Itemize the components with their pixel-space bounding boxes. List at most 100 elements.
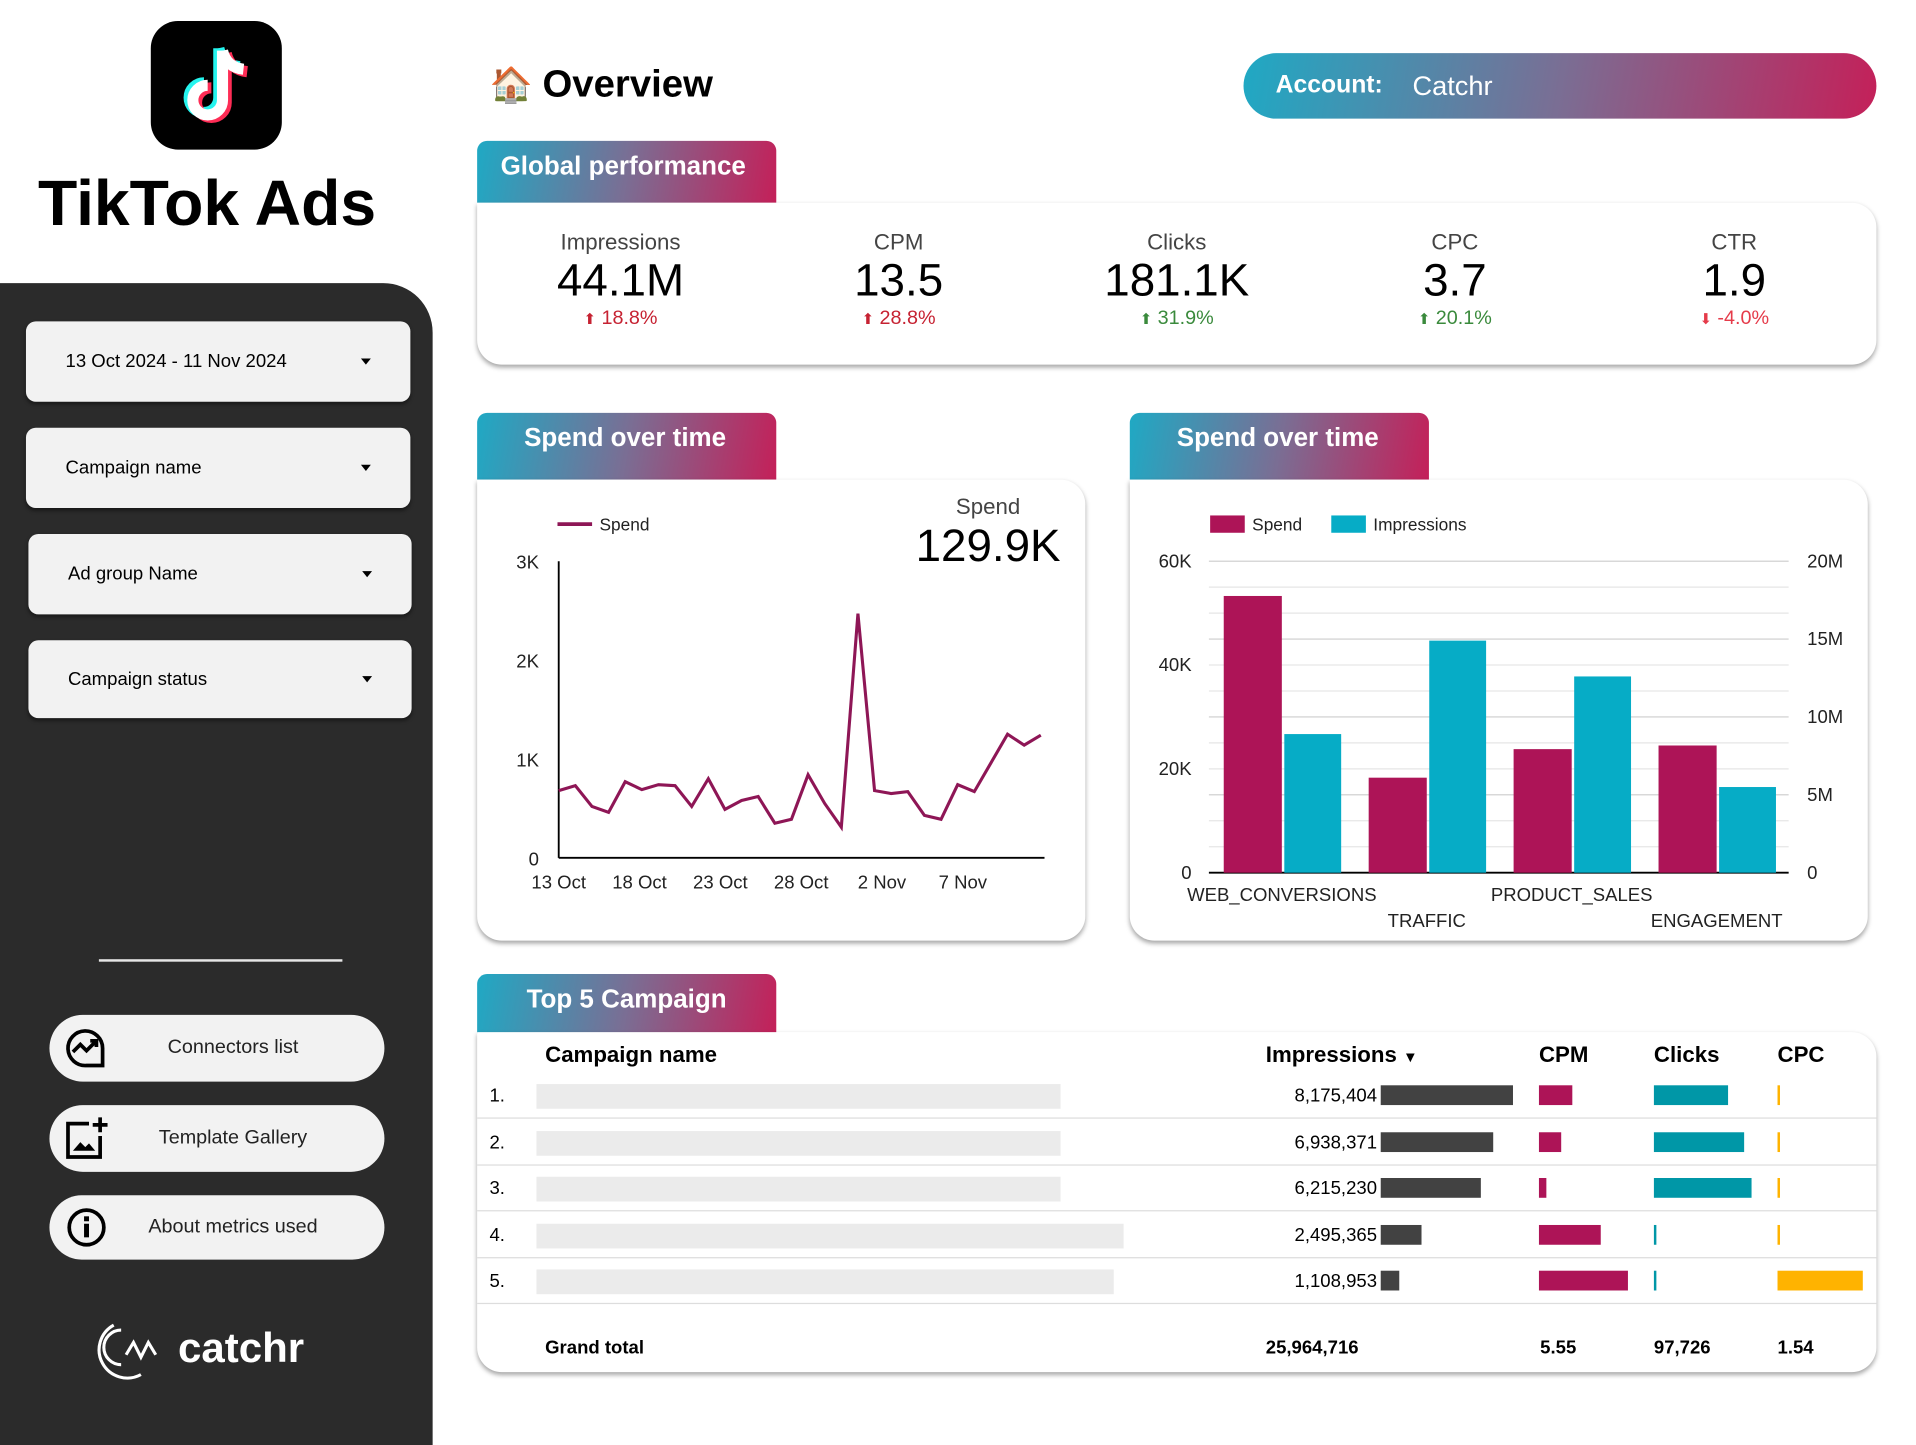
campaign-status-filter[interactable]: Campaign status <box>28 640 411 718</box>
filter-label: Campaign name <box>66 457 202 478</box>
col-header-campaign[interactable]: Campaign name <box>545 1042 717 1068</box>
y-tick-label: 2K <box>516 650 539 671</box>
legend-swatch-impressions <box>1331 515 1366 532</box>
page-title: 🏠 Overview <box>489 62 712 106</box>
legend-label-impressions: Impressions <box>1373 514 1467 534</box>
col-header-cpm[interactable]: CPM <box>1539 1042 1588 1068</box>
global-performance-tab: Global performance <box>477 141 776 203</box>
impressions-value: 6,938,371 <box>1219 1119 1377 1165</box>
spend-line-tab: Spend over time <box>477 413 776 480</box>
top-campaign-tab: Top 5 Campaign <box>477 974 776 1033</box>
kpi-value: 44.1M <box>497 256 744 305</box>
kpi-delta: ⬆ 18.8% <box>497 308 744 330</box>
cpc-bar <box>1778 1271 1863 1291</box>
kpi-ctr: CTR 1.9 ⬇ -4.0% <box>1611 230 1858 330</box>
kpi-delta: ⬆ 31.9% <box>1053 308 1300 330</box>
col-header-clicks[interactable]: Clicks <box>1654 1042 1720 1068</box>
template-gallery-button[interactable]: Template Gallery <box>49 1105 384 1172</box>
col-header-cpc[interactable]: CPC <box>1778 1042 1825 1068</box>
row-rank: 4. <box>489 1212 504 1258</box>
caret-down-icon <box>361 358 371 364</box>
x-tick-label: 7 Nov <box>939 872 988 893</box>
impressions-bar <box>1381 1178 1482 1198</box>
add-image-icon <box>62 1116 111 1160</box>
kpi-cpc: CPC 3.7 ⬆ 20.1% <box>1331 230 1578 330</box>
grand-total-label: Grand total <box>545 1337 644 1358</box>
kpi-value: 13.5 <box>775 256 1022 305</box>
y-tick-label: 1K <box>516 749 539 770</box>
y-right-tick-label: 20M <box>1807 550 1843 571</box>
table-row[interactable]: 5. 1,108,953 <box>477 1258 1876 1304</box>
caret-down-icon <box>362 571 372 577</box>
bar-impressions <box>1284 734 1341 873</box>
y-right-tick-label: 10M <box>1807 706 1843 727</box>
spend-bar-tab: Spend over time <box>1130 413 1429 480</box>
nav-label: About metrics used <box>111 1216 384 1238</box>
x-tick-label: 28 Oct <box>774 872 829 893</box>
total-impressions: 25,964,716 <box>1266 1337 1359 1358</box>
divider <box>99 959 343 961</box>
legend-swatch-spend <box>1210 515 1245 532</box>
y-left-tick-label: 40K <box>1159 654 1193 675</box>
impressions-bar <box>1381 1224 1421 1244</box>
col-header-impressions[interactable]: Impressions ▼ <box>1266 1042 1418 1068</box>
kpi-value: 3.7 <box>1331 256 1578 305</box>
y-left-tick-label: 0 <box>1181 862 1191 883</box>
impressions-bar <box>1381 1132 1493 1152</box>
category-label: ENGAGEMENT <box>1651 910 1783 931</box>
campaign-name-cell <box>536 1177 1060 1202</box>
impressions-value: 6,215,230 <box>1219 1166 1377 1212</box>
y-right-tick-label: 15M <box>1807 628 1843 649</box>
y-tick-label: 0 <box>529 848 539 869</box>
kpi-label: Clicks <box>1053 230 1300 256</box>
tiktok-logo <box>151 21 282 150</box>
caret-down-icon <box>362 676 372 682</box>
nav-label: Connectors list <box>111 1037 384 1059</box>
arrow-down-icon: ⬇ <box>1699 310 1711 327</box>
cpm-bar <box>1539 1271 1628 1291</box>
catchr-logo: catchr <box>87 1318 334 1391</box>
campaign-name-cell <box>536 1269 1113 1294</box>
campaign-name-cell <box>536 1223 1123 1248</box>
row-rank: 5. <box>489 1258 504 1304</box>
filter-label: Ad group Name <box>68 564 198 585</box>
clicks-bar <box>1654 1085 1728 1105</box>
arrow-up-icon: ⬆ <box>583 310 595 327</box>
svg-text:catchr: catchr <box>178 1324 304 1371</box>
table-row[interactable]: 2. 6,938,371 <box>477 1119 1876 1165</box>
cpm-bar <box>1539 1178 1546 1198</box>
clicks-bar <box>1654 1178 1752 1198</box>
account-selector[interactable]: Account: Catchr <box>1244 53 1877 119</box>
date-range-filter[interactable]: 13 Oct 2024 - 11 Nov 2024 <box>26 321 410 401</box>
impressions-bar <box>1381 1271 1399 1291</box>
connectors-list-button[interactable]: Connectors list <box>49 1015 384 1082</box>
row-rank: 2. <box>489 1119 504 1165</box>
info-icon <box>62 1206 111 1248</box>
bar-chart: 020K40K60K05M10M15M20MWEB_CONVERSIONSTRA… <box>1130 480 1868 941</box>
kpi-delta: ⬇ -4.0% <box>1611 308 1858 330</box>
bar-impressions <box>1574 676 1631 872</box>
campaign-name-filter[interactable]: Campaign name <box>26 428 410 508</box>
y-left-tick-label: 20K <box>1159 758 1193 779</box>
category-label: TRAFFIC <box>1388 910 1466 931</box>
brand-title: TikTok Ads <box>0 167 414 241</box>
total-cpm: 5.55 <box>1540 1337 1576 1358</box>
campaign-name-cell <box>536 1084 1060 1109</box>
row-rank: 1. <box>489 1073 504 1119</box>
cpc-bar <box>1778 1085 1780 1105</box>
clicks-bar <box>1654 1271 1656 1291</box>
table-row[interactable]: 4. 2,495,365 <box>477 1212 1876 1258</box>
kpi-card: Impressions 44.1M ⬆ 18.8%CPM 13.5 ⬆ 28.8… <box>477 203 1876 365</box>
x-tick-label: 2 Nov <box>858 872 907 893</box>
about-metrics-button[interactable]: About metrics used <box>49 1195 384 1259</box>
kpi-label: CTR <box>1611 230 1858 256</box>
kpi-value: 1.9 <box>1611 256 1858 305</box>
bar-impressions <box>1719 787 1776 873</box>
table-row[interactable]: 1. 8,175,404 <box>477 1073 1876 1119</box>
bar-spend <box>1514 749 1572 873</box>
table-row[interactable]: 3. 6,215,230 <box>477 1166 1876 1212</box>
ad-group-filter[interactable]: Ad group Name <box>28 534 411 614</box>
cpm-bar <box>1539 1224 1601 1244</box>
y-right-tick-label: 0 <box>1807 862 1817 883</box>
